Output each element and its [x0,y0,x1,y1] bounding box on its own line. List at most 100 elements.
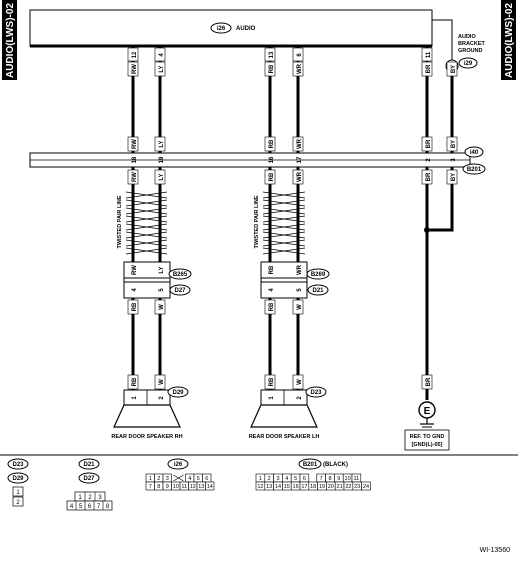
ground-ref-1: REF. TO GND [410,434,445,440]
d27-connector-badge [169,284,191,296]
b201-row2-pin: 14 [275,484,281,490]
legend-b201-id: B201 [303,462,318,468]
w3-color-spk: RB [269,377,275,386]
svg-text:2: 2 [88,495,92,501]
twisted-pair-right [262,191,306,255]
w6-color-i40-low: BY [451,173,457,181]
w3-pin-top: 13 [269,51,275,58]
w4-color-top: WR [297,63,303,74]
i26-connector-badge [210,22,232,34]
b201-row2-pin: 15 [284,484,290,490]
i29-connector-id: i29 [464,61,473,67]
w1-color-spk: RB [132,377,138,386]
d27-connector-id: D27 [174,288,186,294]
svg-text:6: 6 [88,504,92,510]
svg-text:2: 2 [16,500,20,506]
w4-color-i40: WR [297,138,303,149]
b201-row2-pin: 17 [301,484,307,490]
i26-row2-pin: 11 [181,484,187,490]
b201-row2-pin: 22 [345,484,351,490]
w1-pin-spk: 1 [132,396,138,400]
w1-color-b: RB [132,302,138,311]
b269-d21-connector [260,261,308,299]
w1-color-b265: RW [132,265,138,275]
legend-i26-id: i26 [174,462,183,468]
i29-connector-badge [458,57,478,69]
svg-text:1: 1 [16,490,20,496]
w2-color-top: LY [159,65,165,72]
legend-b201-note: (BLACK) [323,462,348,468]
w1-pin-b265: 4 [132,288,138,292]
left-side-tab [2,0,17,80]
w5-pin-i40: 2 [426,158,432,162]
b201-row2-pin: 12 [257,484,263,490]
w1-color-i40-low: RW [132,172,138,182]
w5-color-i40-low: BR [426,172,432,181]
b201-row1-pin: 9 [337,476,340,482]
legend-i26: i26 1 2 3 4 5 67 8 9 10 11 12 13 14 [145,458,215,491]
b201-row1-pin: 11 [354,476,360,482]
b201-row2-pin: 19 [319,484,325,490]
i26-gap-mark [173,474,184,482]
w6-pin-i40: 3 [451,158,457,162]
svg-text:7: 7 [97,504,101,510]
right-side-tab [501,0,516,80]
svg-text:5: 5 [79,504,83,510]
b201-row1-pin: 10 [345,476,351,482]
i26-row1-pin: 3 [166,476,169,482]
figure-id: WI-13560 [480,547,510,554]
legend-d21-d27: D21 D27 1 2 3 4 5 6 7 8 [66,458,113,511]
i40-connector-badge [464,146,484,158]
w1-pin-top: 12 [132,51,138,58]
top-pin-labels: 12 RW 4 LY 13 RB 6 WR 11 BR BY [127,47,458,77]
svg-text:4: 4 [70,504,74,510]
b265-d27-connector [123,261,171,299]
w3-pin-b269: 4 [269,288,275,292]
twisted-pair-left [125,191,168,255]
b201-row1-pin: 1 [259,476,262,482]
w1-color-top: RW [132,64,138,74]
w2-pin-i40: 19 [159,156,165,163]
w2-color-b: W [159,304,165,310]
b201-row2-pin: 20 [328,484,334,490]
w2-pin-b265: 5 [159,288,165,292]
w6-color-top: BY [451,65,457,73]
b265-connector-badge [168,268,192,280]
wire-6 [430,72,454,232]
w5-color-top: BR [426,64,432,73]
i26-row1-pin: 2 [157,476,160,482]
bracket-ground-line [432,19,453,60]
d29-connector-id: D29 [172,390,184,396]
svg-text:1: 1 [78,495,82,501]
ground-symbol: E [424,406,431,417]
b265-connector-id: B265 [173,272,188,278]
splice-point [424,227,430,233]
w4-color-i40-low: WR [297,171,303,182]
w4-color-b269: WR [297,264,303,275]
w4-color-b: W [297,304,303,310]
i26-row2-cell [205,481,215,491]
w3-color-b: RB [269,302,275,311]
w2-pin-top: 4 [159,53,165,57]
w2-pin-spk: 2 [159,396,165,400]
b201-row1-pin: 7 [320,476,323,482]
b201-connector-badge [462,163,486,175]
i26-row2-pin: 9 [166,484,169,490]
w2-color-i40-low: LY [159,173,165,180]
d23-connector-id: D23 [310,390,322,396]
b201-row2-cell [361,481,371,491]
d21-connector-badge [307,284,329,296]
w2-color-b265: LY [159,266,165,273]
legend-d29-id: D29 [12,476,24,482]
w4-pin-b269: 5 [297,288,303,292]
b201-row2-pin: 16 [293,484,299,490]
w3-color-b269: RB [269,265,275,274]
i26-row2-pin: 13 [198,484,204,490]
legend-d23-d29: D23 D29 1 2 [7,458,29,507]
ground-ref-2: [GND(L)-05] [412,442,443,448]
b201-row1-pin: 2 [268,476,271,482]
wire-bundle [131,46,454,400]
twisted-label-left: TWISTED PAIR LINE [117,195,123,248]
b201-row2-pin: 13 [266,484,272,490]
